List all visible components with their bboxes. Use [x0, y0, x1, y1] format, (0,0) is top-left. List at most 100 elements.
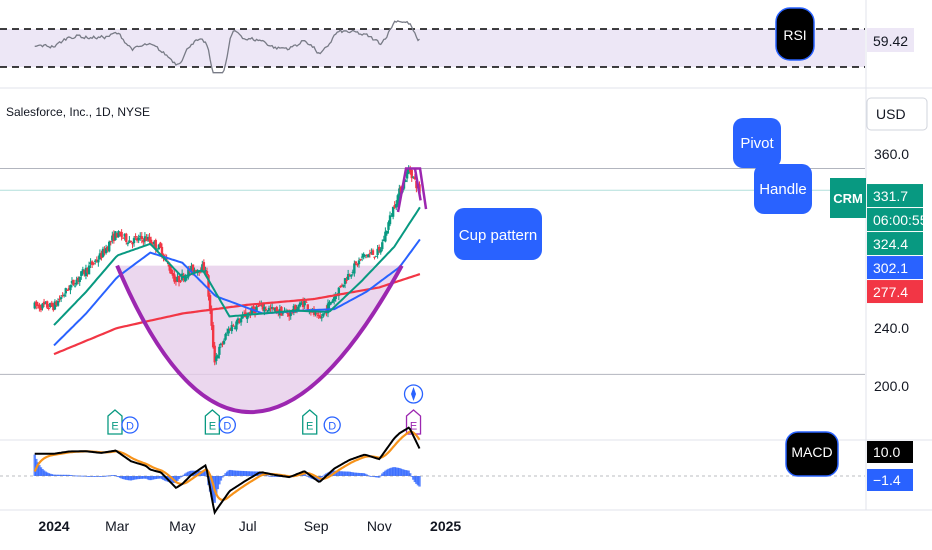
candle-body: [35, 301, 38, 306]
candle-body: [364, 254, 367, 257]
macd-indicator-badge[interactable]: MACD: [785, 431, 839, 477]
candle-body: [80, 271, 83, 276]
dividend-marker[interactable]: [218, 416, 236, 434]
price-tick-label: 200.0: [874, 378, 909, 394]
macd-hist-bar: [180, 476, 184, 477]
time-axis-label: Sep: [304, 518, 329, 534]
candle-body: [159, 242, 162, 248]
candle-body: [291, 312, 294, 314]
macd-hist-bar: [329, 471, 333, 476]
macd-hist-bar: [121, 476, 125, 480]
macd-hist-bar: [367, 475, 370, 477]
candle-body: [160, 246, 164, 256]
macd-hist-bar: [353, 472, 356, 476]
candle-body: [317, 314, 320, 316]
candle-body: [350, 274, 353, 277]
macd-hist-bar: [373, 476, 376, 478]
macd-hist-badge: [867, 469, 913, 491]
macd-hist-bar: [399, 468, 403, 476]
candle-body: [384, 231, 387, 242]
time-axis[interactable]: 2024 Mar May Jul Sep Nov 2025: [38, 518, 461, 534]
candle-body: [410, 169, 413, 179]
macd-hist-bar: [120, 476, 123, 479]
candle-body: [98, 253, 102, 260]
macd-hist-bar: [117, 476, 120, 478]
macd-hist-bar: [267, 475, 271, 477]
candle-body: [319, 315, 322, 319]
candle-body: [115, 233, 119, 238]
macd-hist-bar: [387, 468, 390, 476]
macd-hist-bar: [59, 474, 63, 476]
candle-body: [227, 328, 230, 334]
symbol-title: Salesforce, Inc., 1D, NYSE: [6, 105, 150, 119]
macd-hist-bar: [143, 476, 147, 479]
rsi-indicator-badge[interactable]: RSI: [775, 7, 815, 61]
macd-hist-bar: [104, 475, 108, 477]
macd-hist-bar: [242, 470, 246, 476]
candle-body: [219, 343, 223, 346]
candle-body: [404, 180, 407, 182]
candle-body: [412, 176, 415, 178]
cup-pattern-callout[interactable]: Cup pattern: [454, 208, 542, 260]
candle-body: [357, 260, 361, 265]
price-axis[interactable]: 360.0 240.0 200.0: [874, 146, 909, 394]
ma-long-line: [53, 273, 421, 356]
event-marker-label: E: [410, 421, 417, 433]
macd-hist-bar: [303, 473, 306, 476]
candle-body: [135, 238, 139, 241]
candle-body: [301, 301, 305, 308]
macd-hist-bar: [123, 476, 126, 480]
macd-hist-bar: [179, 476, 182, 478]
candle-body: [329, 302, 333, 304]
macd-hist-bar: [162, 476, 165, 481]
pivot-callout[interactable]: Pivot: [733, 118, 781, 168]
candle-body: [123, 233, 126, 237]
macd-hist-bar: [412, 476, 415, 480]
macd-hist-bar: [413, 476, 417, 483]
price-tick-label: 240.0: [874, 320, 909, 336]
candle-body: [232, 325, 235, 327]
macd-hist-bar: [36, 462, 40, 476]
macd-hist-bar: [308, 476, 311, 478]
event-marker-label: E: [111, 421, 118, 433]
dividend-marker[interactable]: [323, 416, 341, 434]
candle-body: [365, 254, 368, 257]
macd-hist-bar: [92, 476, 95, 477]
candle-body: [201, 264, 204, 273]
macd-hist-bar: [194, 470, 198, 476]
candle-body: [393, 205, 396, 208]
macd-hist-bar: [176, 476, 179, 481]
macd-hist-bar: [218, 476, 221, 485]
dividend-marker[interactable]: [121, 416, 139, 434]
candle-body: [202, 262, 206, 271]
price-badge: [867, 232, 923, 256]
macd-hist-bar: [266, 475, 269, 477]
currency-button[interactable]: [866, 97, 928, 131]
macd-hist-bar: [184, 473, 187, 476]
macd-hist-bar: [114, 475, 117, 476]
currency-label: USD: [876, 106, 906, 122]
candle-body: [153, 241, 156, 245]
candle-body: [137, 237, 140, 241]
candle-body: [142, 239, 145, 243]
macd-hist-bar: [241, 470, 244, 476]
macd-hist-bar: [274, 476, 277, 477]
candle-body: [179, 280, 182, 282]
candle-body: [381, 242, 384, 250]
macd-hist-bar: [66, 474, 69, 476]
candle-body: [168, 265, 171, 271]
candle-body: [108, 241, 111, 252]
macd-hist-bar: [112, 475, 116, 476]
macd-hist-bar: [238, 470, 241, 476]
macd-hist-bar: [384, 470, 387, 476]
macd-hist-bar: [95, 476, 98, 477]
macd-hist-bar: [137, 476, 140, 480]
macd-hist-bar: [126, 476, 130, 481]
handle-callout[interactable]: Handle: [754, 164, 812, 214]
candle-body: [41, 303, 44, 309]
price-badge-label: 324.4: [873, 236, 908, 252]
macd-hist-bar: [98, 476, 102, 477]
macd-hist-bar: [49, 473, 52, 476]
earnings-marker[interactable]: [302, 409, 318, 435]
